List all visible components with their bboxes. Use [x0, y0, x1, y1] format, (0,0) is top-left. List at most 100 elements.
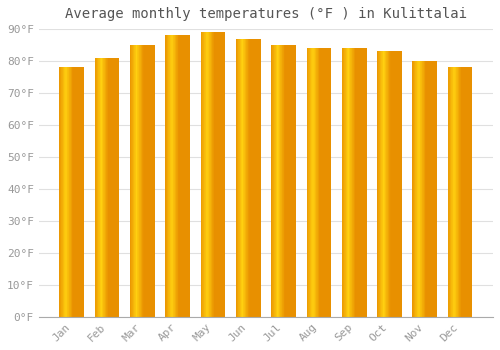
Bar — [178, 35, 179, 317]
Bar — [251, 38, 252, 317]
Bar — [424, 61, 425, 317]
Bar — [280, 45, 281, 317]
Bar — [467, 68, 468, 317]
Bar — [240, 38, 241, 317]
Bar — [254, 38, 255, 317]
Bar — [202, 32, 203, 317]
Bar — [283, 45, 284, 317]
Bar — [248, 38, 249, 317]
Bar — [70, 68, 71, 317]
Bar — [253, 38, 254, 317]
Bar — [215, 32, 216, 317]
Bar — [396, 51, 397, 317]
Bar — [429, 61, 430, 317]
Bar — [388, 51, 389, 317]
Bar — [457, 68, 458, 317]
Bar — [151, 45, 152, 317]
Bar — [245, 38, 246, 317]
Bar — [380, 51, 381, 317]
Bar — [433, 61, 434, 317]
Bar — [362, 48, 363, 317]
Bar — [252, 38, 253, 317]
Bar — [306, 48, 307, 317]
Bar — [327, 48, 328, 317]
Bar — [97, 58, 98, 317]
Bar — [212, 32, 213, 317]
Bar — [378, 51, 379, 317]
Bar — [186, 35, 187, 317]
Bar — [71, 68, 72, 317]
Bar — [221, 32, 222, 317]
Bar — [210, 32, 211, 317]
Bar — [238, 38, 239, 317]
Bar — [394, 51, 395, 317]
Bar — [154, 45, 155, 317]
Bar — [220, 32, 221, 317]
Bar — [289, 45, 290, 317]
Bar — [348, 48, 349, 317]
Bar — [73, 68, 74, 317]
Bar — [137, 45, 138, 317]
Bar — [451, 68, 452, 317]
Bar — [214, 32, 215, 317]
Bar — [271, 45, 272, 317]
Bar — [459, 68, 460, 317]
Bar — [462, 68, 463, 317]
Bar — [415, 61, 416, 317]
Bar — [307, 48, 308, 317]
Bar — [181, 35, 182, 317]
Bar — [345, 48, 346, 317]
Bar — [107, 58, 108, 317]
Bar — [412, 61, 413, 317]
Bar — [460, 68, 462, 317]
Bar — [64, 68, 65, 317]
Bar — [111, 58, 112, 317]
Bar — [149, 45, 150, 317]
Bar — [153, 45, 154, 317]
Bar — [389, 51, 390, 317]
Bar — [102, 58, 103, 317]
Bar — [471, 68, 472, 317]
Bar — [75, 68, 76, 317]
Bar — [397, 51, 398, 317]
Bar — [98, 58, 99, 317]
Bar — [470, 68, 471, 317]
Bar — [78, 68, 79, 317]
Bar — [322, 48, 323, 317]
Bar — [312, 48, 314, 317]
Bar — [323, 48, 324, 317]
Bar — [351, 48, 352, 317]
Bar — [81, 68, 82, 317]
Bar — [430, 61, 431, 317]
Bar — [170, 35, 171, 317]
Bar — [62, 68, 63, 317]
Bar — [259, 38, 260, 317]
Bar — [83, 68, 84, 317]
Bar — [119, 58, 120, 317]
Bar — [118, 58, 119, 317]
Bar — [222, 32, 223, 317]
Bar — [384, 51, 385, 317]
Bar — [167, 35, 168, 317]
Bar — [434, 61, 436, 317]
Bar — [145, 45, 146, 317]
Bar — [360, 48, 361, 317]
Bar — [110, 58, 111, 317]
Bar — [104, 58, 105, 317]
Bar — [144, 45, 145, 317]
Bar — [239, 38, 240, 317]
Bar — [206, 32, 207, 317]
Bar — [454, 68, 455, 317]
Bar — [431, 61, 432, 317]
Bar — [100, 58, 101, 317]
Bar — [146, 45, 148, 317]
Bar — [390, 51, 392, 317]
Bar — [208, 32, 210, 317]
Bar — [288, 45, 289, 317]
Bar — [308, 48, 309, 317]
Bar — [352, 48, 353, 317]
Bar — [456, 68, 457, 317]
Bar — [241, 38, 242, 317]
Bar — [242, 38, 244, 317]
Bar — [250, 38, 251, 317]
